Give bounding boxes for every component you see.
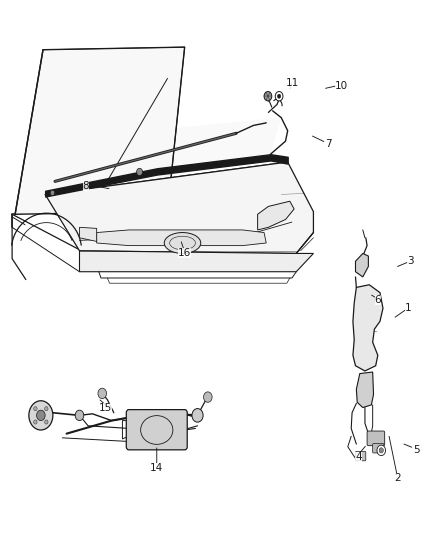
Circle shape [34, 407, 37, 411]
Text: 11: 11 [286, 78, 300, 87]
Circle shape [137, 168, 143, 175]
Text: 16: 16 [178, 248, 191, 259]
Text: 14: 14 [150, 463, 163, 473]
Polygon shape [79, 251, 314, 272]
Polygon shape [357, 372, 374, 408]
Polygon shape [97, 230, 266, 246]
Text: 8: 8 [83, 181, 89, 190]
Circle shape [377, 445, 385, 456]
Polygon shape [353, 285, 383, 371]
Ellipse shape [164, 232, 201, 254]
Circle shape [37, 410, 45, 421]
Text: 10: 10 [335, 82, 348, 91]
Polygon shape [258, 201, 294, 230]
Circle shape [29, 401, 53, 430]
Circle shape [277, 94, 281, 98]
Circle shape [379, 448, 383, 453]
Text: 4: 4 [355, 452, 362, 462]
Text: 3: 3 [407, 256, 413, 266]
Circle shape [275, 92, 283, 101]
Circle shape [192, 409, 203, 422]
Text: 5: 5 [413, 446, 420, 455]
Circle shape [34, 420, 37, 424]
Text: 7: 7 [325, 139, 332, 149]
Circle shape [75, 410, 84, 421]
Circle shape [98, 388, 106, 399]
FancyBboxPatch shape [367, 431, 385, 446]
Circle shape [50, 190, 55, 196]
Text: 2: 2 [394, 473, 400, 483]
FancyBboxPatch shape [356, 451, 366, 461]
Circle shape [264, 92, 272, 101]
Polygon shape [45, 162, 314, 254]
Polygon shape [356, 254, 368, 277]
Polygon shape [45, 118, 281, 191]
Circle shape [45, 407, 48, 411]
Circle shape [204, 392, 212, 402]
Polygon shape [15, 47, 185, 214]
FancyBboxPatch shape [126, 410, 187, 450]
Text: 1: 1 [405, 303, 411, 313]
FancyBboxPatch shape [373, 443, 384, 453]
Text: 15: 15 [99, 402, 112, 413]
Circle shape [45, 420, 48, 424]
Polygon shape [79, 228, 97, 241]
Text: 6: 6 [374, 295, 381, 305]
